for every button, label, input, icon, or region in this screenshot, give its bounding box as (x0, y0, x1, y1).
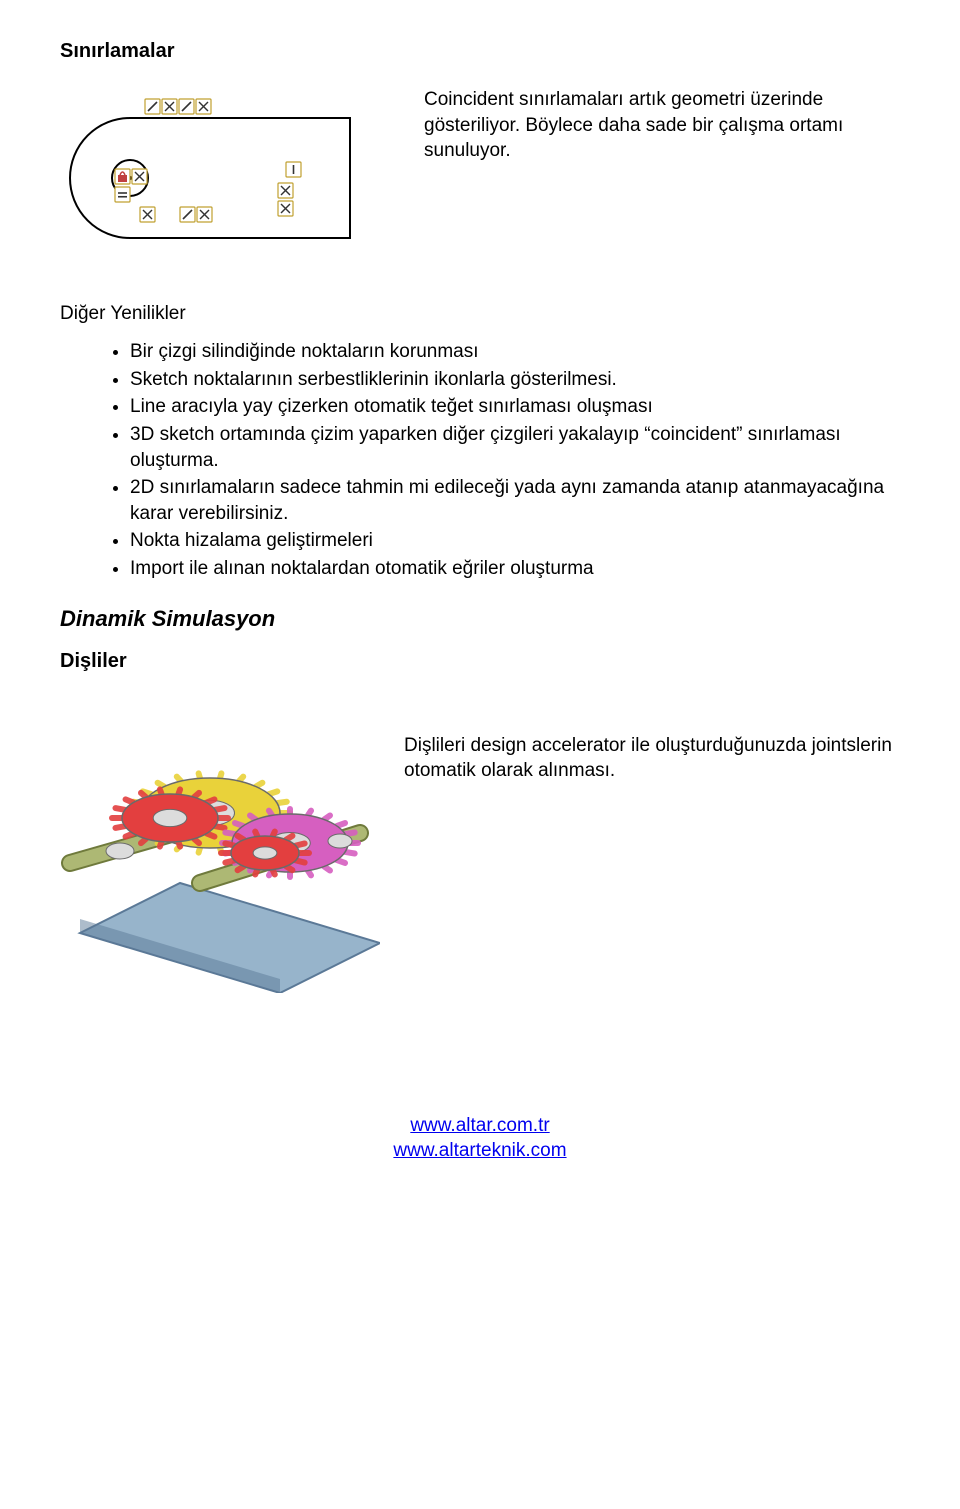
gear-paragraph: Dişlileri design accelerator ile oluştur… (404, 693, 900, 784)
heading-gears: Dişliler (60, 650, 900, 673)
list-item: 3D sketch ortamında çizim yaparken diğer… (130, 422, 900, 473)
list-item: Bir çizgi silindiğinde noktaların korunm… (130, 339, 900, 365)
list-item: Sketch noktalarının serbestliklerinin ik… (130, 367, 900, 393)
list-item: Line aracıyla yay çizerken otomatik teğe… (130, 394, 900, 420)
page-footer: www.altar.com.tr www.altarteknik.com (60, 1113, 900, 1164)
list-item: Nokta hizalama geliştirmeleri (130, 528, 900, 554)
heading-dynamic-simulation: Dinamik Simulasyon (60, 606, 900, 632)
sketch-constraint-figure (60, 83, 400, 263)
footer-link-1[interactable]: www.altar.com.tr (410, 1115, 549, 1136)
gear-assembly-figure (60, 693, 380, 993)
list-item: 2D sınırlamaların sadece tahmin mi edile… (130, 475, 900, 526)
footer-link-2[interactable]: www.altarteknik.com (393, 1140, 566, 1161)
heading-other-news: Diğer Yenilikler (60, 303, 900, 325)
heading-constraints: Sınırlamalar (60, 40, 900, 63)
intro-row: Coincident sınırlamaları artık geometri … (60, 83, 900, 263)
intro-paragraph: Coincident sınırlamaları artık geometri … (424, 83, 900, 164)
list-item: Import ile alınan noktalardan otomatik e… (130, 556, 900, 582)
gear-row: Dişlileri design accelerator ile oluştur… (60, 693, 900, 993)
feature-bullet-list: Bir çizgi silindiğinde noktaların korunm… (60, 339, 900, 582)
